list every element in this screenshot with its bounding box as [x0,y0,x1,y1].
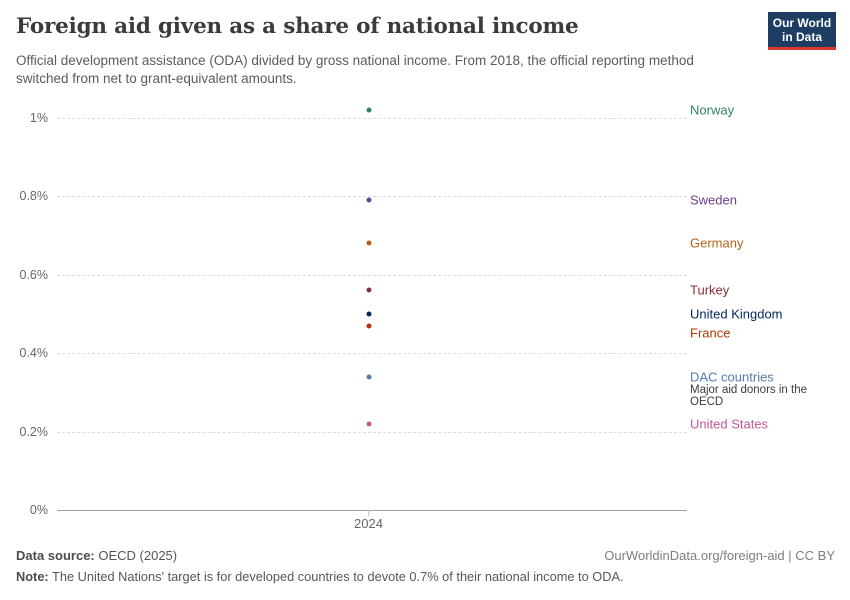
owid-logo-line2: in Data [781,30,822,44]
gridline-1% [57,118,687,119]
entity-label-sweden[interactable]: Sweden [690,192,737,208]
gridline-0.8% [57,196,687,198]
data-point-dac-countries[interactable] [366,374,372,380]
data-source-value: OECD (2025) [94,548,178,563]
note-label: Note: [16,569,49,584]
chart-note: Note: The United Nations' target is for … [16,569,835,584]
y-tick-label-0.8%: 0.8% [19,189,49,204]
y-tick-label-0.2%: 0.2% [19,424,49,439]
chart-subtitle: Official development assistance (ODA) di… [16,53,694,86]
page-title: Foreign aid given as a share of national… [16,14,579,39]
owid-logo[interactable]: Our World in Data [768,12,836,50]
y-tick-label-0.4%: 0.4% [19,346,49,361]
note-text: The United Nations' target is for develo… [48,569,624,584]
gridline-0.6% [57,274,687,276]
entity-label-france[interactable]: France [690,325,731,340]
attribution-link[interactable]: OurWorldinData.org/foreign-aid | CC BY [604,548,835,563]
y-tick-label-1%: 1% [29,111,48,125]
owid-logo-line1: Our World [772,16,832,30]
data-point-turkey[interactable] [366,287,372,293]
plot-area: 0% 0.2% 0.4% 0.6% 0.8% 1% 2024 Norway Sweden Germ… [19,102,807,531]
data-point-france[interactable] [366,323,372,329]
data-source-label: Data source: [16,548,95,563]
gridline-0.2% [57,431,687,433]
data-point-sweden[interactable] [366,197,372,203]
x-axis-line [57,510,687,511]
gridline-0.4% [57,353,687,355]
entity-label-germany[interactable]: Germany [690,235,744,251]
data-point-germany[interactable] [366,240,372,246]
data-point-norway[interactable] [366,107,372,113]
entity-label-dac-countries[interactable]: DAC countries [690,369,774,385]
entity-label-united-kingdom[interactable]: United Kingdom [690,306,783,322]
x-axis-tick [368,510,369,516]
data-point-united-states[interactable] [366,421,372,427]
entity-note-dac-countries: Major aid donors in the OECD [690,384,807,409]
entity-label-united-states[interactable]: United States [690,416,769,432]
chart-footer: Data source: OECD (2025) OurWorldinData.… [16,548,835,563]
y-tick-label-0.6%: 0.6% [19,267,49,282]
entity-label-turkey[interactable]: Turkey [690,282,730,298]
x-axis-label: 2024 [354,516,383,531]
data-source-text: Data source: OECD (2025) [16,548,177,563]
entity-label-norway[interactable]: Norway [690,102,735,118]
data-point-united-kingdom[interactable] [366,311,372,317]
y-tick-label-0%: 0% [29,503,48,517]
